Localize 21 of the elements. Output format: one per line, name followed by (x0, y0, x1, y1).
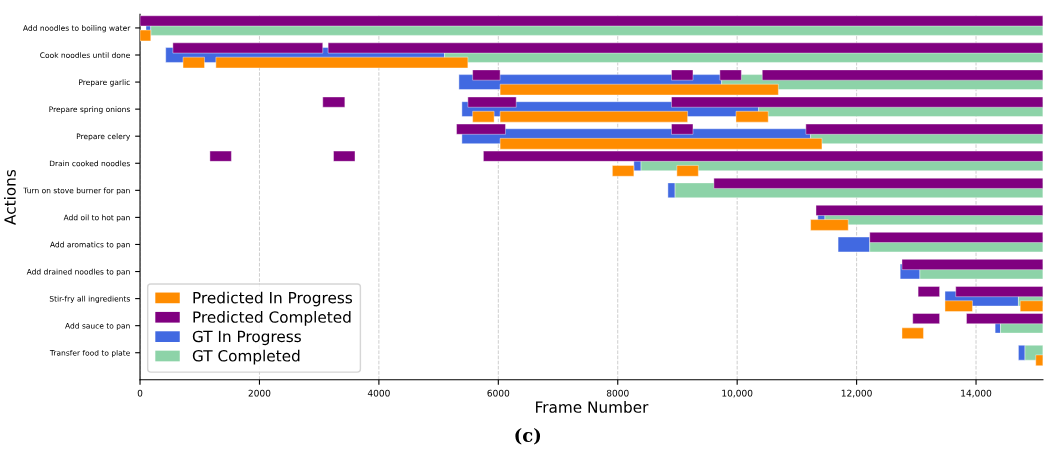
bar (209, 150, 232, 162)
legend-label: Predicted In Progress (193, 291, 353, 307)
x-tick-label: 14,000 (961, 389, 992, 398)
x-tick-label: 10,000 (722, 389, 753, 398)
x-tick-label: 12,000 (841, 389, 872, 398)
legend-label: GT Completed (192, 349, 300, 365)
legend-label: Predicted Completed (193, 311, 351, 326)
x-axis-title: Frame Number (536, 401, 649, 413)
x-tick-label: 2000 (248, 389, 271, 397)
x-tick-label: 6000 (487, 389, 510, 397)
text: (c) (515, 428, 541, 445)
bar (333, 150, 356, 162)
legend-label: GT In Progress (192, 330, 301, 346)
x-tick-label: 8000 (606, 389, 629, 397)
x-tick-label: 4000 (367, 389, 390, 397)
y-axis-title: Actions (3, 169, 16, 225)
bar (901, 327, 924, 339)
bar (917, 286, 940, 297)
bar (912, 313, 940, 324)
x-tick-label: 0 (137, 389, 143, 397)
bar (322, 96, 346, 108)
